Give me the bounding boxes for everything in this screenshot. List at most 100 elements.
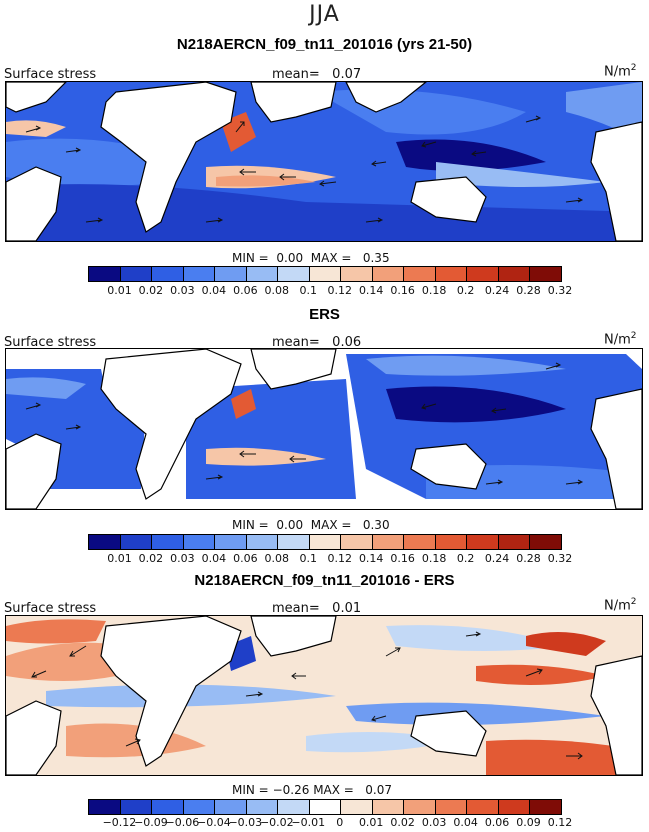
panel-3-mean-label: mean= 0.01 <box>272 601 361 616</box>
colorbar-swatch <box>120 800 153 814</box>
colorbar-swatch <box>215 800 247 814</box>
colorbar-swatch <box>278 800 310 814</box>
colorbar-swatch <box>246 267 279 281</box>
panel-1-map <box>5 81 643 242</box>
mean-value: 0.01 <box>332 601 362 616</box>
colorbar-tick-label: 0.02 <box>390 816 415 829</box>
colorbar-swatch <box>372 535 405 549</box>
panel-1-colorbar-ticks: 0.01 0.02 0.03 0.04 0.06 0.08 0.1 0.12 0.14 0.16 0… <box>88 284 572 298</box>
panel-2-title: ERS <box>309 306 340 323</box>
colorbar-tick-label: 0.03 <box>170 552 195 565</box>
mean-value: 0.06 <box>332 335 362 350</box>
colorbar-tick-label: 0.01 <box>358 816 384 829</box>
colorbar-swatch <box>120 535 153 549</box>
colorbar-tick-label: −0.09 <box>134 816 168 829</box>
units-text: N/m <box>604 598 631 614</box>
colorbar-swatch <box>278 267 310 281</box>
colorbar-tick-label: 0.08 <box>264 284 290 297</box>
panel-3-map <box>5 615 643 776</box>
colorbar-swatch <box>341 535 373 549</box>
mean-label-text: mean= <box>272 67 320 82</box>
panel-2-colorbar-ticks: 0.01 0.02 0.03 0.04 0.06 0.08 0.1 0.12 0.14 0.16 0… <box>88 552 572 566</box>
panel-3-colorbar <box>88 799 562 815</box>
colorbar-swatch <box>183 800 216 814</box>
max-value: 0.07 <box>365 783 393 797</box>
colorbar-swatch <box>309 800 342 814</box>
colorbar-swatch <box>183 535 216 549</box>
panel-3-variable-label: Surface stress <box>4 601 97 616</box>
max-value: 0.35 <box>362 251 390 265</box>
colorbar-swatch <box>530 535 561 549</box>
panel-2-wind-vectors <box>25 362 584 485</box>
colorbar-swatch <box>278 535 310 549</box>
panel-2-mean-label: mean= 0.06 <box>272 335 361 350</box>
panel-3-units: N/m2 <box>604 597 637 613</box>
colorbar-swatch <box>435 535 468 549</box>
colorbar-tick-label: 0.06 <box>484 816 510 829</box>
colorbar-swatch <box>89 267 121 281</box>
min-value: −0.26 <box>272 783 310 797</box>
colorbar-tick-label: 0.24 <box>484 552 510 565</box>
panel-3-title: N218AERCN_f09_tn11_201016 - ERS <box>194 572 455 589</box>
units-text: N/m <box>604 64 631 80</box>
colorbar-tick-label: 0.04 <box>201 284 227 297</box>
colorbar-tick-label: 0.12 <box>327 552 352 565</box>
min-value: 0.00 <box>276 251 304 265</box>
mean-label-text: mean= <box>272 335 320 350</box>
colorbar-swatch <box>152 267 184 281</box>
colorbar-tick-label: 0.03 <box>421 816 447 829</box>
colorbar-tick-label: 0.32 <box>547 284 573 297</box>
colorbar-tick-label: 0.04 <box>453 816 478 829</box>
colorbar-tick-label: −0.02 <box>259 816 294 829</box>
colorbar-tick-label: 0.03 <box>170 284 195 297</box>
colorbar-swatch <box>435 267 468 281</box>
units-text: N/m <box>604 332 631 348</box>
colorbar-swatch <box>152 535 184 549</box>
colorbar-tick-label: 0.2 <box>456 284 475 297</box>
max-label: MAX = <box>310 251 352 265</box>
colorbar-tick-label: 0.04 <box>201 552 227 565</box>
colorbar-tick-label: 0.2 <box>456 552 475 565</box>
panel-3-minmax: MIN = −0.26 MAX = 0.07 <box>232 783 392 797</box>
colorbar-tick-label: 0.18 <box>421 284 447 297</box>
colorbar-swatch <box>498 267 531 281</box>
panel-2-minmax: MIN = 0.00 MAX = 0.30 <box>232 518 390 532</box>
colorbar-swatch <box>467 800 499 814</box>
colorbar-tick-label: 0.16 <box>390 284 415 297</box>
colorbar-swatch <box>215 535 247 549</box>
panel-2-map <box>5 348 643 510</box>
colorbar-tick-label: −0.04 <box>197 816 231 829</box>
panel-1-minmax: MIN = 0.00 MAX = 0.35 <box>232 251 390 265</box>
colorbar-tick-label: −0.12 <box>102 816 137 829</box>
colorbar-swatch <box>372 800 405 814</box>
panel-2-variable-label: Surface stress <box>4 335 97 350</box>
season-title: JJA <box>309 2 340 27</box>
colorbar-swatch <box>246 800 279 814</box>
colorbar-swatch <box>498 800 531 814</box>
colorbar-swatch <box>372 267 405 281</box>
colorbar-swatch <box>341 267 373 281</box>
colorbar-tick-label: 0.14 <box>358 284 384 297</box>
colorbar-tick-label: 0.08 <box>264 552 290 565</box>
colorbar-tick-label: 0.12 <box>327 284 352 297</box>
colorbar-swatch <box>404 267 436 281</box>
panel-3-colorbar-ticks: −0.12 −0.09 −0.06 −0.04 −0.03 −0.02 −0.01 0 0.01… <box>88 816 573 830</box>
colorbar-swatch <box>467 267 499 281</box>
panel-3-wind-vectors <box>31 631 583 760</box>
colorbar-tick-label: 0.06 <box>233 552 258 565</box>
colorbar-swatch <box>404 535 436 549</box>
colorbar-swatch <box>89 800 121 814</box>
colorbar-tick-label: 0.01 <box>107 284 132 297</box>
colorbar-swatch <box>341 800 373 814</box>
max-label: MAX = <box>310 518 352 532</box>
units-exponent: 2 <box>630 63 637 73</box>
mean-value: 0.07 <box>332 67 362 82</box>
colorbar-swatch <box>467 535 499 549</box>
panel-1-wind-vectors <box>25 115 584 223</box>
colorbar-swatch <box>246 535 279 549</box>
colorbar-swatch <box>183 267 216 281</box>
colorbar-swatch <box>215 267 247 281</box>
colorbar-tick-label: 0.12 <box>547 816 573 829</box>
colorbar-swatch <box>120 267 153 281</box>
colorbar-tick-label: 0.24 <box>484 284 510 297</box>
